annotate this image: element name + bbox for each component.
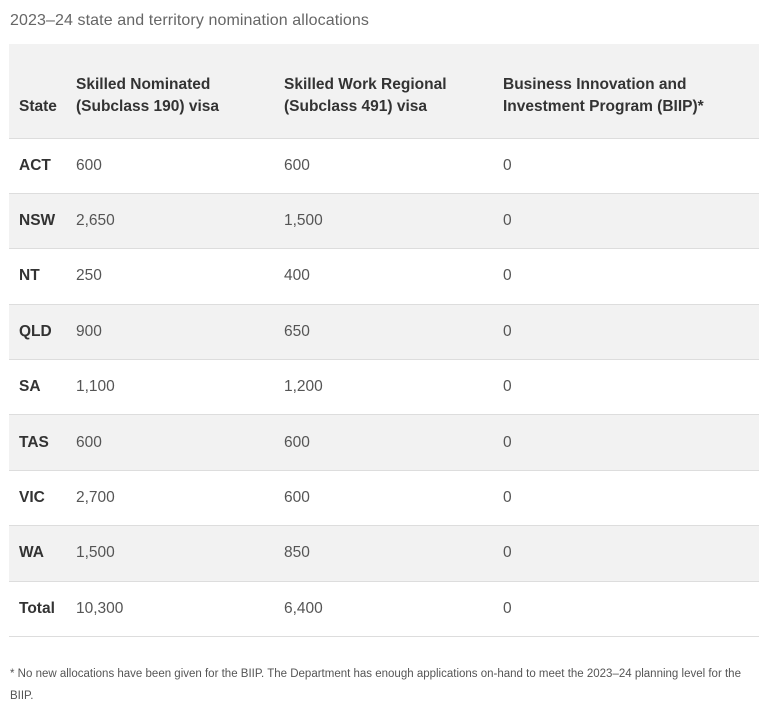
cell-190: 2,650: [76, 212, 115, 230]
footnote: * No new allocations have been given for…: [10, 668, 741, 702]
header-biip: Business Innovation and Investment Progr…: [503, 75, 704, 115]
table-row: QLD 900 650 0: [9, 304, 759, 360]
cell-491: 850: [284, 544, 310, 562]
cell-state: QLD: [19, 322, 52, 340]
cell-190: 2,700: [76, 489, 115, 507]
cell-state: VIC: [19, 489, 45, 507]
header-subclass-190: Skilled Nominated (Subclass 190) visa: [76, 75, 220, 115]
cell-491: 600: [284, 489, 310, 507]
cell-190: 1,100: [76, 378, 115, 396]
table-row-total: Total 10,300 6,400 0: [9, 581, 759, 637]
cell-491: 600: [284, 433, 310, 451]
cell-190: 600: [76, 156, 102, 174]
cell-biip: 0: [503, 599, 512, 617]
cell-state: ACT: [19, 156, 51, 174]
cell-190: 1,500: [76, 544, 115, 562]
cell-state: NT: [19, 267, 40, 285]
cell-state: Total: [19, 599, 55, 617]
cell-491: 1,200: [284, 378, 323, 396]
cell-190: 600: [76, 433, 102, 451]
header-subclass-491: Skilled Work Regional (Subclass 491) vis…: [284, 75, 447, 115]
cell-190: 10,300: [76, 599, 124, 617]
table-caption: 2023–24 state and territory nomination a…: [10, 12, 369, 29]
table-row: NSW 2,650 1,500 0: [9, 193, 759, 249]
cell-491: 6,400: [284, 599, 323, 617]
cell-biip: 0: [503, 267, 512, 285]
cell-biip: 0: [503, 212, 512, 230]
allocations-table: State Skilled Nominated (Subclass 190) v…: [9, 44, 759, 637]
table-header-row: State Skilled Nominated (Subclass 190) v…: [9, 44, 759, 138]
cell-state: TAS: [19, 433, 49, 451]
table-row: TAS 600 600 0: [9, 414, 759, 471]
header-state: State: [19, 97, 57, 115]
cell-biip: 0: [503, 544, 512, 562]
cell-491: 600: [284, 156, 310, 174]
cell-biip: 0: [503, 156, 512, 174]
table-row: NT 250 400 0: [9, 248, 759, 305]
table-row: SA 1,100 1,200 0: [9, 359, 759, 415]
cell-state: NSW: [19, 212, 56, 230]
table-row: ACT 600 600 0: [9, 138, 759, 194]
table-row: VIC 2,700 600 0: [9, 470, 759, 526]
cell-190: 250: [76, 267, 102, 285]
cell-491: 650: [284, 322, 310, 340]
table-row: WA 1,500 850 0: [9, 525, 759, 582]
cell-190: 900: [76, 322, 102, 340]
cell-biip: 0: [503, 433, 512, 451]
cell-biip: 0: [503, 489, 512, 507]
cell-491: 400: [284, 267, 310, 285]
cell-state: WA: [19, 544, 44, 562]
cell-biip: 0: [503, 378, 512, 396]
cell-biip: 0: [503, 322, 512, 340]
cell-491: 1,500: [284, 212, 323, 230]
cell-state: SA: [19, 378, 41, 396]
